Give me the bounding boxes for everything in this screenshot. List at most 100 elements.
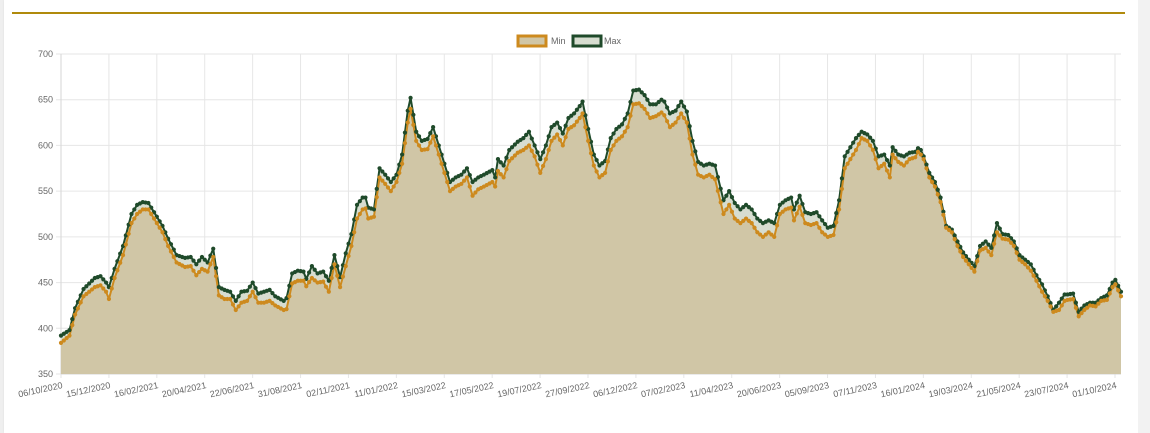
point-max	[253, 285, 258, 291]
point-max	[571, 111, 577, 116]
point-min	[975, 258, 980, 264]
point-max	[662, 99, 667, 104]
point-max	[817, 214, 822, 219]
point-max	[580, 99, 585, 104]
point-min	[1042, 294, 1047, 299]
point-min	[112, 275, 117, 281]
point-min	[473, 190, 478, 195]
point-min	[681, 115, 687, 121]
y-tick-label: 400	[38, 323, 53, 333]
point-min	[870, 147, 876, 153]
point-max	[797, 193, 802, 198]
x-tick-label: 05/09/2023	[784, 380, 830, 399]
area-min	[61, 103, 1121, 375]
point-min	[800, 212, 805, 218]
point-min	[608, 147, 613, 153]
point-min	[67, 333, 72, 338]
point-max	[772, 221, 777, 226]
point-min	[1017, 257, 1022, 262]
point-max	[374, 186, 379, 191]
point-max	[1028, 262, 1033, 267]
point-min	[1031, 273, 1036, 278]
point-min	[414, 138, 419, 143]
point-min	[639, 104, 644, 109]
point-min	[555, 132, 560, 137]
point-max	[202, 257, 207, 262]
point-min	[323, 284, 329, 289]
point-min	[853, 147, 859, 153]
point-min	[433, 143, 439, 148]
point-min	[87, 289, 92, 294]
point-max	[989, 245, 994, 250]
point-min	[690, 152, 695, 157]
point-min	[467, 184, 472, 189]
point-min	[135, 211, 140, 217]
point-min	[329, 275, 334, 281]
point-min	[851, 152, 856, 157]
point-max	[354, 202, 360, 207]
point-min	[938, 200, 943, 205]
legend-swatch-max	[571, 34, 603, 48]
point-max	[194, 262, 199, 267]
point-max	[1059, 296, 1064, 301]
x-tick-label: 02/11/2021	[305, 380, 350, 399]
point-min	[552, 135, 557, 140]
point-min	[84, 291, 89, 297]
point-max	[428, 130, 433, 136]
point-min	[397, 170, 402, 175]
point-min	[727, 202, 732, 207]
point-min	[540, 163, 546, 169]
point-max	[385, 176, 391, 181]
point-max	[743, 202, 749, 207]
point-min	[416, 143, 422, 148]
point-min	[932, 184, 938, 189]
point-min	[617, 136, 622, 141]
point-min	[538, 170, 543, 175]
point-max	[853, 136, 859, 141]
point-min	[75, 306, 81, 311]
point-min	[1039, 289, 1045, 294]
point-min	[1059, 303, 1064, 308]
point-min	[994, 230, 1000, 235]
legend-item-max[interactable]: Max	[571, 34, 622, 48]
point-min	[842, 166, 847, 171]
legend-item-min[interactable]: Min	[516, 34, 566, 48]
point-max	[834, 210, 839, 216]
point-max	[70, 317, 75, 322]
point-min	[490, 179, 495, 185]
point-min	[684, 120, 689, 125]
point-max	[882, 152, 887, 157]
point-min	[247, 294, 252, 299]
point-max	[690, 138, 695, 143]
point-max	[473, 177, 478, 182]
point-min	[374, 194, 379, 200]
point-min	[890, 152, 895, 157]
point-min	[270, 301, 275, 306]
point-min	[574, 119, 580, 124]
point-min	[777, 211, 782, 217]
point-min	[58, 340, 64, 346]
point-max	[555, 120, 560, 125]
point-min	[645, 111, 650, 116]
point-min	[188, 264, 193, 269]
legend[interactable]: Min Max	[516, 34, 622, 48]
point-max	[250, 280, 255, 285]
point-max	[391, 176, 396, 181]
y-tick-label: 500	[38, 232, 53, 242]
point-min	[194, 273, 199, 278]
point-min	[769, 232, 774, 237]
point-max	[639, 90, 644, 95]
point-min	[560, 143, 565, 148]
point-min	[989, 253, 994, 258]
point-max	[493, 175, 498, 180]
point-min	[665, 119, 670, 124]
point-max	[870, 138, 876, 143]
point-min	[969, 265, 974, 271]
y-tick-label: 600	[38, 140, 53, 150]
point-max	[594, 157, 599, 163]
point-max	[532, 143, 537, 148]
point-min	[411, 122, 416, 127]
point-max	[1070, 291, 1076, 296]
point-max	[738, 207, 743, 212]
